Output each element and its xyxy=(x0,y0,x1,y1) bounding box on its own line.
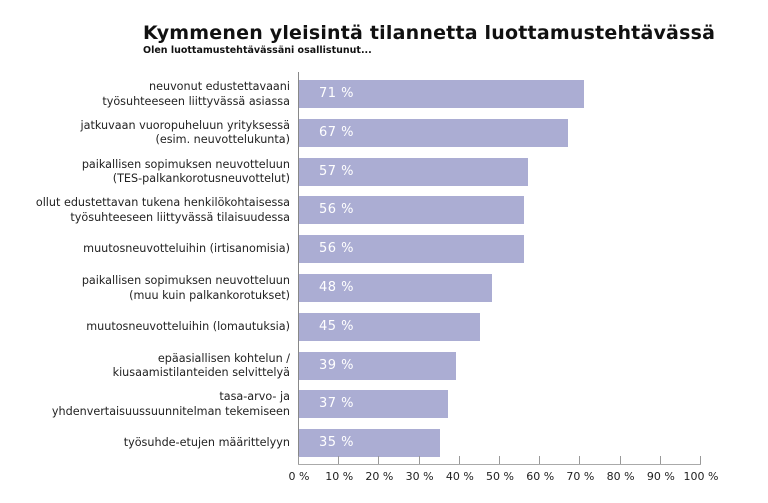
category-label-line1: paikallisen sopimuksen neuvotteluun xyxy=(81,274,290,287)
category-label-line2: työsuhteeseen liittyvässä tilaisuudessa xyxy=(70,210,290,224)
category-label-line2: (esim. neuvottelukunta) xyxy=(155,133,290,147)
bar: 71 % xyxy=(299,80,585,108)
x-tick-label: 100 % xyxy=(683,470,719,483)
chart-title: Kymmenen yleisintä tilannetta luottamust… xyxy=(143,22,716,44)
x-tick xyxy=(659,456,661,464)
category-label: ollut edustettavan tukena henkilökohtais… xyxy=(36,196,290,225)
x-axis-line xyxy=(298,464,701,465)
x-tick xyxy=(378,456,380,464)
category-label: tasa-arvo- ja yhdenvertaisuussuunnitelman… xyxy=(52,390,290,419)
category-label: epäasiallisen kohtelun / kiusaamistilante… xyxy=(113,352,290,381)
bar: 35 % xyxy=(299,429,440,458)
bar-value-label: 71 % xyxy=(319,86,355,101)
bar: 37 % xyxy=(299,390,448,419)
x-tick xyxy=(539,456,541,464)
x-tick xyxy=(499,456,500,464)
category-label: jatkuvaan vuoropuheluun yrityksessä (esim… xyxy=(81,119,290,148)
category-label-line1: tasa-arvo- ja xyxy=(219,390,290,404)
chart-subtitle: Olen luottamustehtävässäni osallistunut.… xyxy=(143,45,372,56)
category-label-line2: (TES-palkankorotusneuvottelut) xyxy=(112,172,290,186)
bar: 48 % xyxy=(299,274,492,302)
x-tick-label: 70 % xyxy=(566,470,595,483)
bar-value-label: 37 % xyxy=(319,396,355,412)
category-label-line1: epäasiallisen kohtelun / xyxy=(157,351,290,365)
x-tick-label: 80 % xyxy=(606,470,635,483)
bar: 67 % xyxy=(299,118,569,147)
category-label-line2: työsuhteeseen liittyvässä asiassa xyxy=(102,94,290,108)
bar-value-label: 35 % xyxy=(319,435,355,451)
x-tick-label: 40 % xyxy=(445,470,474,483)
x-tick xyxy=(458,456,460,464)
x-tick-label: 10 % xyxy=(325,470,354,483)
category-label-line1: työsuhde-etujen määrittelyyn xyxy=(123,436,290,450)
category-label-line1: jatkuvaan vuoropuheluun yrityksessä xyxy=(80,118,290,132)
bar-value-label: 45 % xyxy=(319,318,355,334)
category-label: paikallisen sopimuksen neuvotteluun (TES-… xyxy=(82,158,290,187)
category-label: muutosneuvotteluihin (lomautuksia) xyxy=(86,320,290,335)
category-label-line2: yhdenvertaisuussuunnitelman tekemiseen xyxy=(51,404,290,418)
bar-value-label: 39 % xyxy=(319,357,355,373)
bar-value-label: 67 % xyxy=(319,124,355,140)
bar: 39 % xyxy=(299,351,456,380)
x-tick-label: 60 % xyxy=(526,470,555,483)
category-label-line1: muutosneuvotteluihin (irtisanomisia) xyxy=(83,242,290,256)
category-label-line1: paikallisen sopimuksen neuvotteluun xyxy=(81,157,290,171)
category-label-line1: neuvonut edustettavaani xyxy=(149,80,290,93)
x-tick xyxy=(298,456,299,464)
category-label-line1: muutosneuvotteluihin (lomautuksia) xyxy=(86,319,290,333)
y-axis-line xyxy=(298,72,299,465)
bar-value-label: 48 % xyxy=(319,280,355,295)
bar: 56 % xyxy=(299,235,525,264)
category-label-line2: kiusaamistilanteiden selvittelyä xyxy=(112,366,290,380)
x-tick-label: 90 % xyxy=(646,470,675,483)
bar: 56 % xyxy=(299,196,525,225)
x-tick-label: 0 % xyxy=(288,470,310,483)
category-label: muutosneuvotteluihin (irtisanomisia) xyxy=(83,242,290,257)
category-label: paikallisen sopimuksen neuvotteluun (muu … xyxy=(82,274,290,303)
x-tick-label: 50 % xyxy=(486,470,514,483)
x-tick xyxy=(338,456,340,464)
x-tick xyxy=(579,456,581,464)
category-label-line1: ollut edustettavan tukena henkilökohtais… xyxy=(35,196,290,210)
category-label: työsuhde-etujen määrittelyyn xyxy=(124,436,290,451)
bar-value-label: 57 % xyxy=(319,163,355,179)
x-tick-label: 20 % xyxy=(365,470,394,483)
x-tick xyxy=(700,456,701,464)
bar: 45 % xyxy=(299,312,480,341)
category-label: neuvonut edustettavaani työsuhteeseen lii… xyxy=(102,80,290,109)
bar-value-label: 56 % xyxy=(319,241,355,257)
x-tick-label: 30 % xyxy=(405,470,434,483)
category-label-line2: (muu kuin palkankorotukset) xyxy=(129,288,290,302)
x-tick xyxy=(418,456,420,464)
x-tick xyxy=(619,456,621,464)
bar: 57 % xyxy=(299,157,529,186)
bar-value-label: 56 % xyxy=(319,202,355,218)
